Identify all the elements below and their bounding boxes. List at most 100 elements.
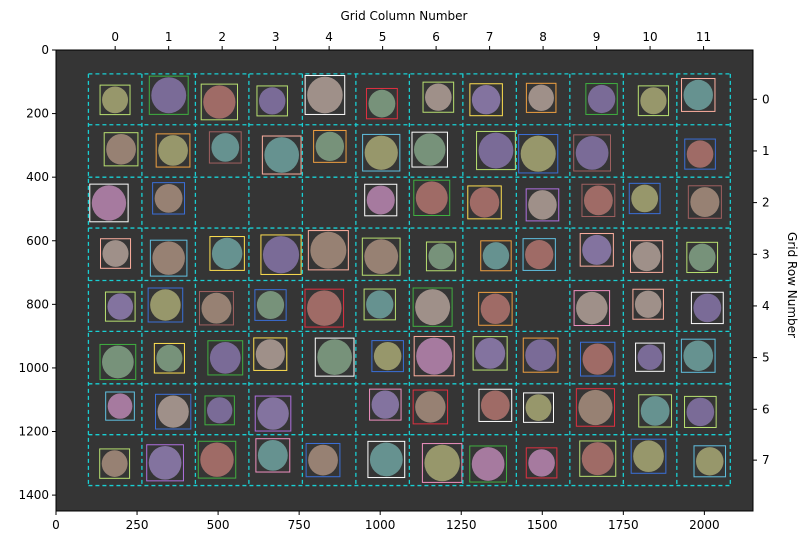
colony-spot [413,133,446,166]
row-tick-label: 7 [762,453,770,467]
colony-spot [151,77,187,114]
colony-bounding-box [680,338,716,373]
colony-spot [364,135,398,170]
colony-spot [373,341,402,371]
colony-bounding-box [364,183,398,217]
colony-spot [471,85,501,115]
right-axis-label: Grid Row Number [785,232,799,338]
colony-bounding-box [204,395,235,426]
column-tick-label: 9 [593,30,601,44]
colony-spot [640,87,667,115]
colony-spot [478,132,514,169]
colony-bounding-box [523,392,554,423]
colony-spot [690,187,720,217]
colony-spot [634,290,662,318]
colony-spot [424,444,460,482]
colony-bounding-box [525,188,560,222]
colony-spot [528,84,554,112]
left-y-axis: 0 200 400 600 800 1000 1200 1400 [18,43,56,502]
row-tick-label: 5 [762,351,770,365]
colony-spot [633,440,664,473]
colony-spot [310,231,347,269]
colony-bounding-box [579,440,617,477]
colony-bounding-box [478,291,513,326]
colony-bounding-box [522,238,556,271]
colony-bounding-box [681,78,716,112]
colony-bounding-box [525,82,557,113]
colony-spot [201,292,232,324]
colony-spot [528,190,557,220]
colony-spot [480,293,511,324]
colony-spot [637,344,663,370]
bottom-x-axis: 0 250 500 750 1000 1250 1500 1750 2000 [52,511,720,532]
colony-spot [632,242,661,272]
colony-bounding-box [255,438,291,473]
colony-bounding-box [304,288,345,328]
top-column-axis: 0 1 2 3 4 5 6 7 8 9 10 11 [111,30,711,50]
colony-bounding-box [153,342,185,374]
colony-bounding-box [632,288,664,320]
y-tick-label: 600 [26,234,49,248]
colony-spot [257,439,288,471]
colony-bounding-box [635,342,665,372]
colony-bounding-box [693,445,727,478]
colony-spot [587,84,616,114]
colony-spot [428,243,454,270]
colony-spot [578,389,613,426]
colony-bounding-box [99,84,131,116]
row-tick-label: 6 [762,402,770,416]
colony-bounding-box [687,185,722,219]
colony-spot [200,442,234,477]
colony-spot [101,450,128,477]
colony-bounding-box [147,287,184,323]
x-tick-label: 750 [288,518,311,532]
column-tick-label: 4 [325,30,333,44]
colony-spot [211,237,243,270]
colony-bounding-box [307,230,349,271]
y-tick-label: 1200 [18,425,49,439]
colony-bounding-box [573,134,611,172]
colony-bounding-box [253,337,288,371]
colony-bounding-box [363,288,396,321]
colony-bounding-box [580,341,616,377]
x-tick-label: 250 [126,518,149,532]
colony-spot [211,133,240,162]
colony-bounding-box [371,340,404,373]
right-row-axis: 0 1 2 3 4 5 6 7 [753,92,770,467]
colony-spot [148,445,182,480]
column-tick-label: 8 [539,30,547,44]
colony-spot [686,140,714,168]
top-axis-label: Grid Column Number [341,9,468,23]
colony-spot [525,394,552,421]
colony-bounding-box [628,182,661,215]
colony-spot [576,291,608,325]
colony-spot [582,343,613,375]
colony-spot [469,187,500,218]
column-tick-label: 6 [432,30,440,44]
colony-spot [256,291,285,320]
colony-bounding-box [148,75,189,115]
colony-spot [307,290,342,326]
colony-bounding-box [105,391,135,421]
colony-bounding-box [518,134,559,174]
colony-bounding-box [684,138,716,170]
colony-spot [693,293,722,323]
colony-bounding-box [467,185,502,220]
colony-bounding-box [261,135,302,175]
colony-bounding-box [630,240,664,273]
colony-bounding-box [99,448,131,479]
column-tick-label: 0 [111,30,119,44]
column-tick-label: 7 [486,30,494,44]
colony-bounding-box [367,440,406,479]
y-tick-label: 1400 [18,488,49,502]
colony-spot [307,76,343,114]
colony-spot [106,133,136,165]
colony-spot [415,181,448,215]
colony-spot [258,87,286,115]
y-tick-label: 200 [26,107,49,121]
colony-spot [107,393,133,419]
colony-bounding-box [522,337,559,373]
colony-bounding-box [369,388,402,421]
colony-bounding-box [104,291,136,322]
colony-spot [640,396,670,426]
